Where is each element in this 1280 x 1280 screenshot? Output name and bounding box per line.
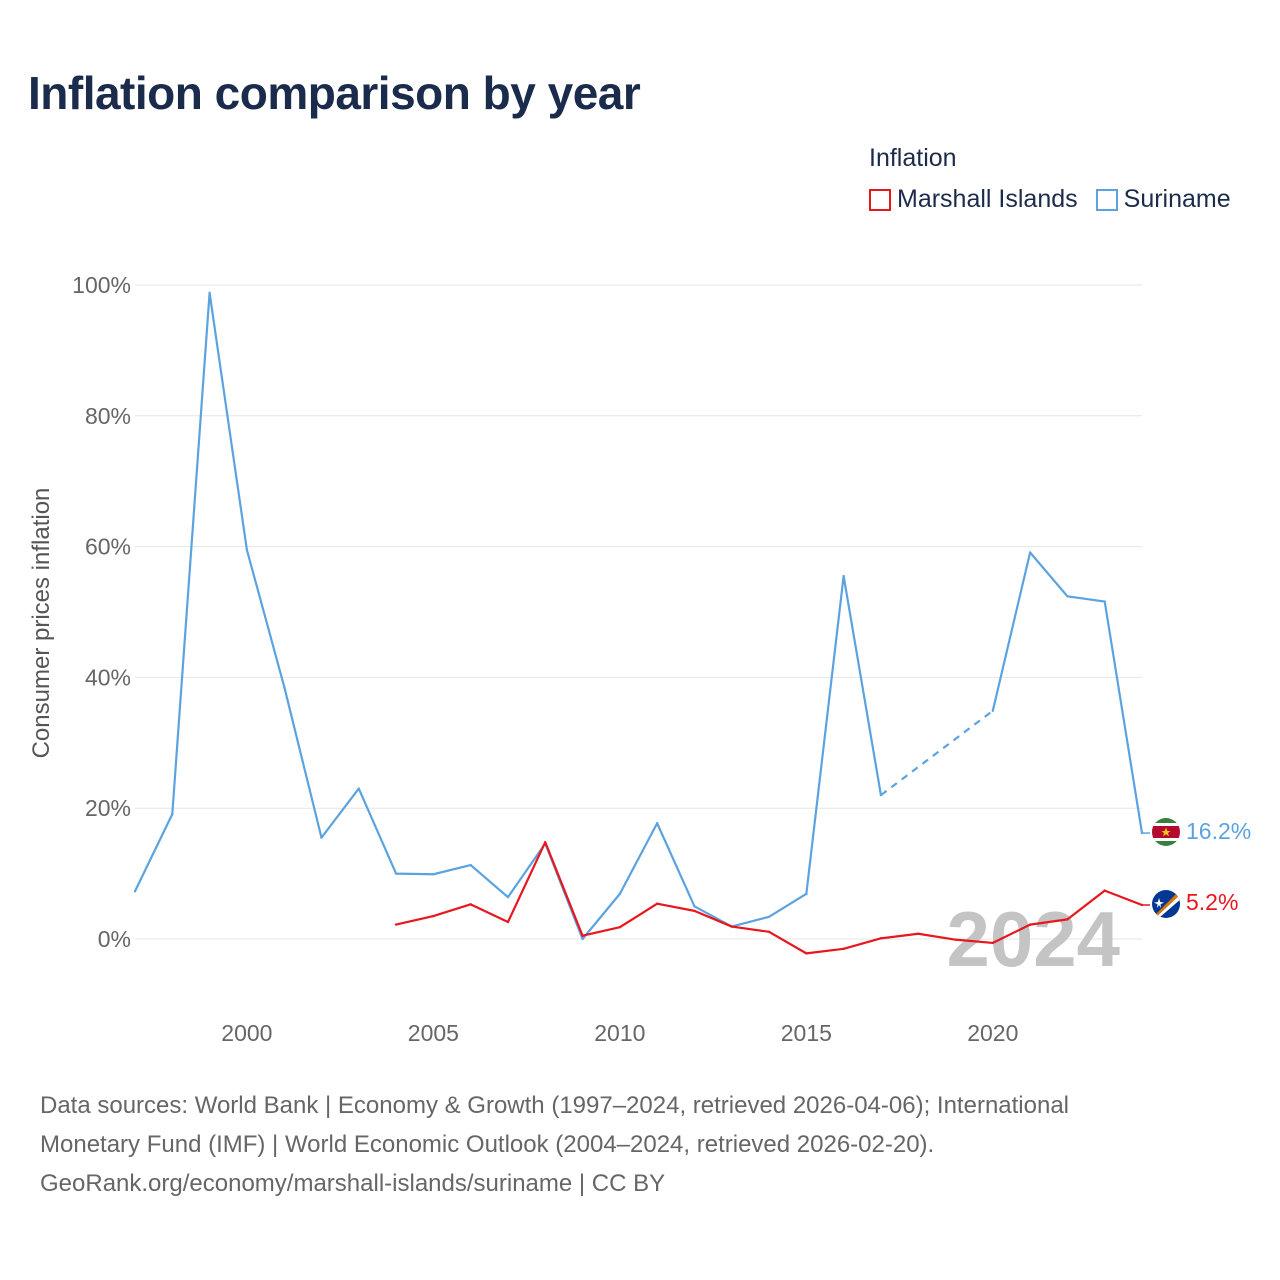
series-layer — [133, 291, 1150, 955]
suriname-point-1998 — [171, 812, 174, 816]
marshall-islands-point-2019 — [954, 938, 957, 941]
x-tick-label: 2020 — [967, 1020, 1018, 1046]
marshall-islands-point-2013 — [730, 925, 733, 928]
x-tick-label: 2015 — [781, 1020, 832, 1046]
y-tick-label: 100% — [72, 272, 131, 298]
y-axis-ticks: 0% 20% 40% 60% 80% 100% — [72, 272, 131, 952]
suriname-gap-dashed — [880, 709, 994, 796]
suriname-point-1997 — [133, 890, 137, 893]
marshall-islands-point-2009 — [581, 934, 584, 937]
suriname-point-2003 — [357, 787, 360, 790]
marshall-islands-point-2012 — [693, 909, 696, 913]
suriname-point-2001 — [282, 685, 286, 688]
suriname-point-1999 — [208, 291, 211, 295]
y-tick-label: 0% — [98, 926, 131, 952]
chart-canvas: 0%20%40%60%80%100% 2000 2005 2010 2015 2020 … — [72, 272, 1251, 1046]
y-tick-label: 60% — [85, 534, 131, 560]
marshall-islands-point-2005 — [432, 914, 435, 918]
marshall-islands-point-2006 — [469, 903, 472, 906]
gridlines — [135, 284, 1142, 940]
marshall-islands-point-2015 — [805, 952, 808, 955]
marshall-islands-point-2011 — [655, 902, 659, 905]
legend-title: Inflation — [869, 144, 957, 172]
x-tick-label: 2010 — [594, 1020, 645, 1046]
end-label-suriname: 16.2% — [1186, 818, 1251, 844]
suriname-point-2012 — [693, 905, 696, 908]
year-watermark: 2024 — [946, 895, 1120, 983]
marshall-islands-point-2020 — [991, 941, 995, 945]
suriname-point-2021 — [1028, 551, 1032, 554]
marshall-islands-point-2017 — [879, 937, 883, 940]
marshall-islands-point-2023 — [1103, 889, 1106, 892]
suriname-point-2010 — [618, 892, 622, 896]
marshall-islands-flag-icon — [1152, 890, 1180, 918]
suriname-point-2006 — [469, 863, 472, 867]
marshall-islands-point-2021 — [1028, 923, 1032, 926]
suriname-point-2004 — [394, 872, 398, 875]
suriname-point-2014 — [767, 915, 771, 918]
suriname-point-2011 — [655, 822, 659, 825]
legend-swatch-marshall-islands — [869, 188, 891, 211]
marshall-islands-point-2018 — [917, 932, 920, 935]
suriname-point-2015 — [805, 892, 808, 896]
legend-swatch-suriname — [1095, 188, 1118, 211]
source-note: Data sources: World Bank | Economy & Gro… — [40, 1086, 1220, 1203]
suriname-point-2007 — [506, 895, 510, 899]
suriname-line — [991, 551, 1144, 834]
x-axis-ticks: 2000 2005 2010 2015 2020 — [221, 1020, 1018, 1046]
marshall-islands-point-2004 — [394, 923, 398, 926]
marshall-islands-point-2016 — [842, 947, 845, 951]
marshall-islands-point-2010 — [618, 926, 622, 929]
y-tick-label: 20% — [85, 795, 131, 821]
suriname-line — [134, 291, 883, 941]
source-line-2: Monetary Fund (IMF) | World Economic Out… — [40, 1131, 935, 1158]
suriname-point-2016 — [842, 574, 845, 578]
source-line-1: Data sources: World Bank | Economy & Gro… — [40, 1092, 1070, 1119]
marshall-islands-point-2022 — [1066, 918, 1069, 921]
legend-label-marshall-islands: Marshall Islands — [897, 185, 1078, 213]
legend-item-marshall-islands[interactable]: Marshall Islands — [869, 185, 1078, 214]
suriname-point-2022 — [1066, 595, 1069, 598]
x-tick-label: 2005 — [408, 1020, 459, 1046]
suriname-point-2020 — [991, 709, 995, 712]
legend-label-suriname: Suriname — [1123, 185, 1231, 213]
suriname-point-2023 — [1103, 600, 1106, 603]
x-tick-label: 2000 — [221, 1020, 272, 1046]
marshall-islands-point-2008 — [544, 841, 547, 844]
suriname-point-2002 — [320, 836, 323, 839]
y-tick-label: 80% — [85, 403, 131, 429]
y-tick-label: 40% — [85, 664, 131, 690]
end-label-marshall-islands: 5.2% — [1186, 889, 1238, 915]
source-line-3: GeoRank.org/economy/marshall-islands/sur… — [40, 1170, 666, 1197]
suriname-flag-icon — [1152, 818, 1180, 846]
suriname-point-2009 — [581, 937, 584, 941]
legend-item-suriname[interactable]: Suriname — [1095, 185, 1231, 214]
marshall-islands-point-2007 — [506, 920, 510, 924]
chart-title: Inflation comparison by year — [28, 67, 641, 119]
suriname-point-2017 — [879, 793, 883, 797]
suriname-point-2000 — [245, 548, 249, 552]
legend: Marshall Islands Suriname — [869, 185, 1231, 214]
suriname-point-2005 — [432, 873, 435, 876]
marshall-islands-point-2014 — [767, 930, 771, 934]
